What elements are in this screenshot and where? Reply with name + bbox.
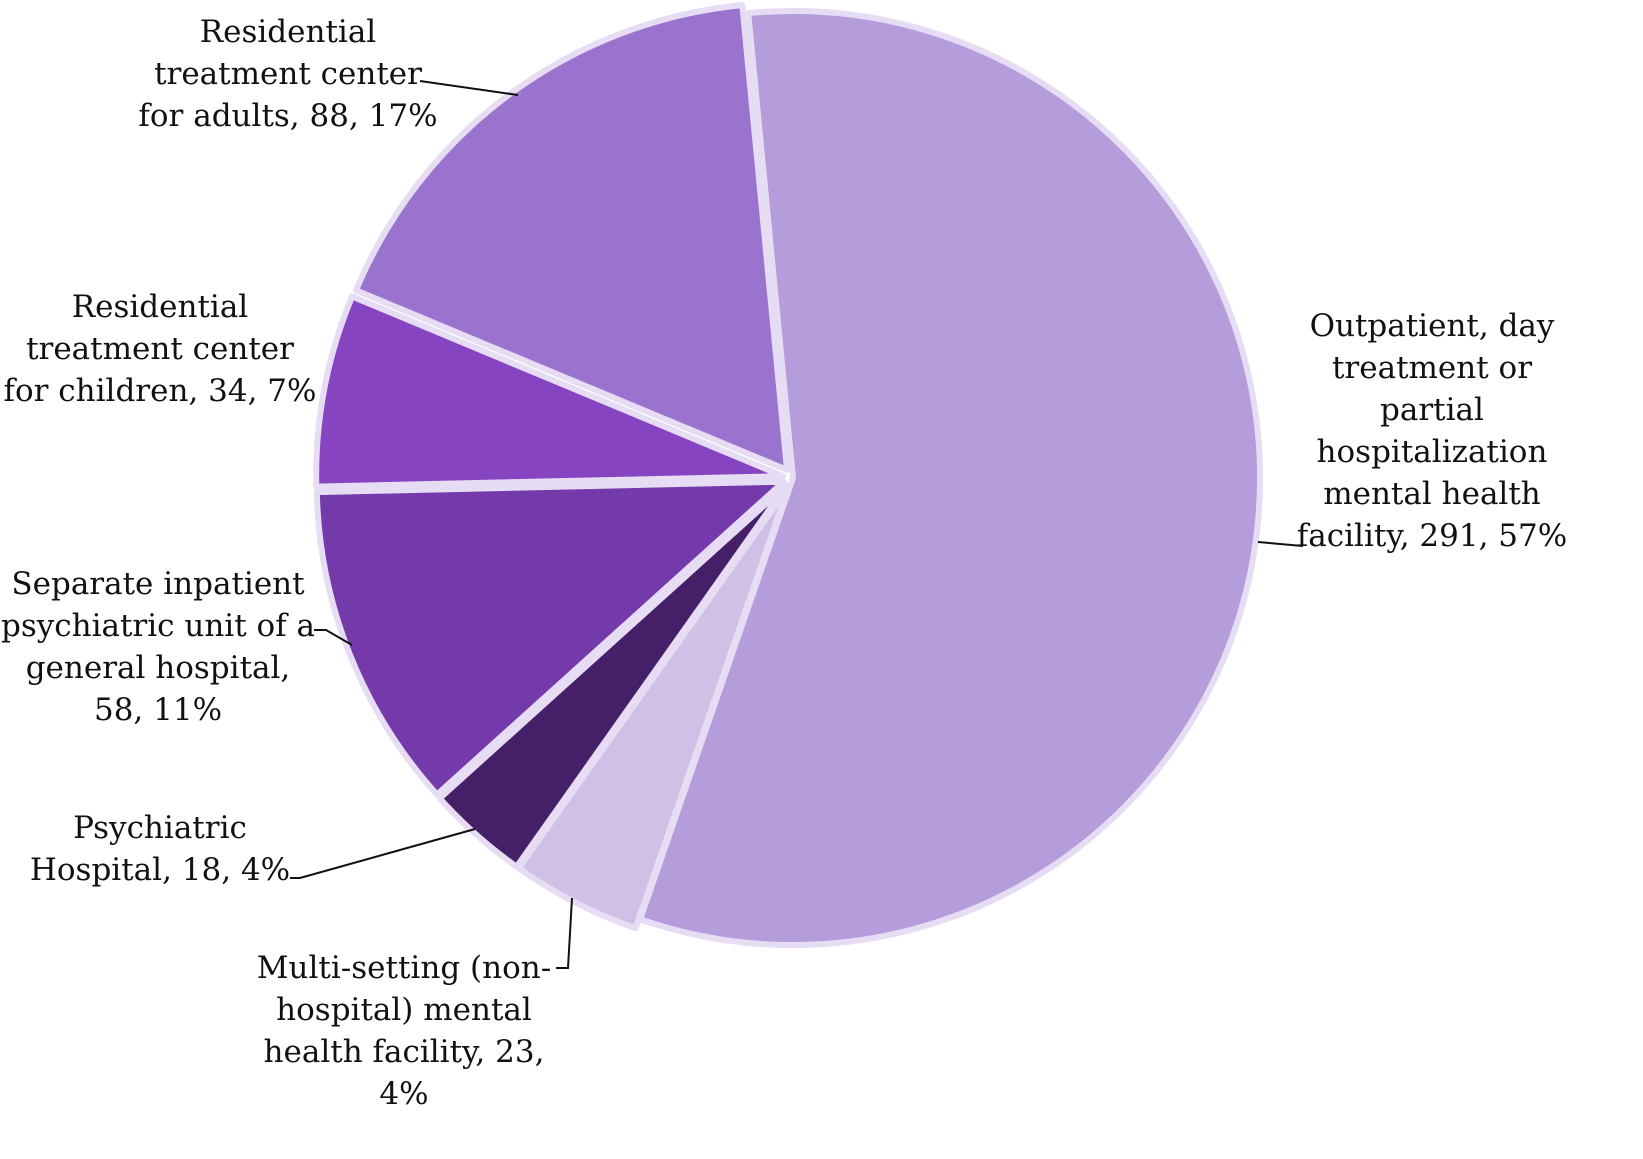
data-label-line: for adults, 88, 17% <box>138 98 437 134</box>
data-label-line: Hospital, 18, 4% <box>30 852 290 888</box>
data-label-line: treatment center <box>26 331 294 367</box>
data-label-outpatient: Outpatient, day treatment or partial hospit… <box>1297 308 1567 554</box>
data-label-line: mental health <box>1323 476 1541 512</box>
data-label-line: 4% <box>379 1076 428 1112</box>
data-label-line: general hospital, <box>26 650 291 686</box>
data-label-line: Psychiatric <box>73 810 247 846</box>
pie-slice-separate-inpatient <box>313 478 787 798</box>
data-label-line: health facility, 23, <box>264 1034 545 1070</box>
data-label-line: hospital) mental <box>276 992 532 1028</box>
data-label-multi-setting: Multi-setting (non-hospital) mental healt… <box>257 950 551 1112</box>
data-label-psychiatric-hospital: Psychiatric Hospital, 18, 4% <box>30 810 290 888</box>
data-label-line: Outpatient, day <box>1310 308 1555 344</box>
data-label-line: Separate inpatient <box>11 566 305 602</box>
data-label-line: Multi-setting (non- <box>257 950 551 986</box>
pie-slices <box>313 2 1263 948</box>
data-label-line: partial <box>1380 392 1484 428</box>
leader-line-separate-inpatient <box>314 629 353 646</box>
data-label-separate-inpatient: Separate inpatient psychiatric unit of a g… <box>1 566 315 728</box>
data-labels: Outpatient, day treatment or partial hospit… <box>1 14 1567 1112</box>
leader-line-multi-setting <box>556 897 573 969</box>
data-label-line: for children, 34, 7% <box>4 373 317 409</box>
leader-lines <box>290 80 1304 969</box>
data-label-line: facility, 291, 57% <box>1297 518 1567 554</box>
leader-line-psychiatric-hospital <box>290 828 476 879</box>
pie-slice-outpatient <box>637 8 1263 948</box>
pie-slice-psychiatric-hospital <box>436 482 790 870</box>
leader-line-outpatient <box>1257 541 1304 547</box>
data-label-line: Residential <box>200 14 376 50</box>
data-label-line: treatment or <box>1332 350 1532 386</box>
leader-line-rtc-adults <box>419 80 519 96</box>
data-label-line: psychiatric unit of a <box>1 608 315 644</box>
data-label-line: hospitalization <box>1317 434 1548 470</box>
data-label-rtc-children: Residential treatment center for children,… <box>4 289 317 409</box>
data-label-line: Residential <box>72 289 248 325</box>
pie-slice-rtc-children <box>313 293 787 490</box>
data-label-line: 58, 11% <box>94 692 222 728</box>
data-label-line: treatment center <box>154 56 422 92</box>
data-label-rtc-adults: Residential treatment center for adults, 8… <box>138 14 437 134</box>
